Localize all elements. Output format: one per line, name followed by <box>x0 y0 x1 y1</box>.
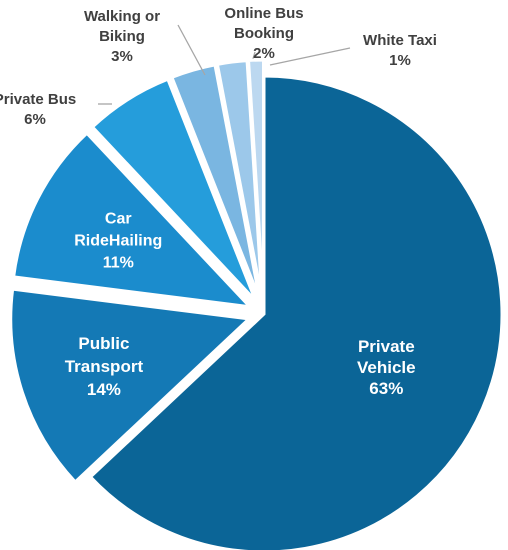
slice-value-label: 1% <box>389 52 411 69</box>
slice-label-car-ridehailing: Car RideHailing 11% <box>74 211 162 272</box>
slice-name-label: RideHailing <box>74 233 162 250</box>
slice-name-label: Biking <box>99 28 145 45</box>
slice-value-label: 63% <box>369 379 403 398</box>
slice-name-label: Booking <box>234 25 294 42</box>
slice-name-label: Walking or <box>84 8 160 25</box>
pie-slice-white-taxi <box>246 58 265 299</box>
pie-slice-private-bus <box>90 77 257 302</box>
slice-name-label: Private Bus <box>0 91 76 108</box>
pie-slice-private-vehicle <box>88 74 504 550</box>
slice-value-label: 14% <box>87 380 121 399</box>
pie-slice-walking-or-biking <box>169 63 262 300</box>
slice-name-label: Public <box>78 334 129 353</box>
pie-slice-online-bus-booking <box>215 59 264 299</box>
slice-value-label: 2% <box>253 45 275 62</box>
slice-value-label: 3% <box>111 48 133 65</box>
slice-value-label: 6% <box>24 111 46 128</box>
pie-slice-car-ridehailing <box>11 131 254 309</box>
slice-name-label: Vehicle <box>357 358 416 377</box>
slice-label-white-taxi: White Taxi 1% <box>363 32 437 69</box>
pie-slice-public-transport <box>9 287 253 484</box>
slice-label-walking-or-biking: Walking or Biking 3% <box>84 8 160 65</box>
slice-name-label: Online Bus <box>224 5 303 22</box>
leader-line-walking-or-biking <box>177 24 206 76</box>
slice-name-label: Car <box>105 211 132 228</box>
slice-label-public-transport: Public Transport 14% <box>65 334 144 399</box>
slice-value-label: 11% <box>103 255 134 272</box>
slice-name-label: White Taxi <box>363 32 437 49</box>
slice-label-private-bus: Private Bus 6% <box>0 91 76 128</box>
slice-label-online-bus-booking: Online Bus Booking 2% <box>224 5 303 62</box>
slice-name-label: Private <box>358 337 415 356</box>
slice-name-label: Transport <box>65 357 144 376</box>
leader-line-white-taxi <box>269 47 351 66</box>
slice-label-private-vehicle: Private Vehicle 63% <box>357 337 416 398</box>
